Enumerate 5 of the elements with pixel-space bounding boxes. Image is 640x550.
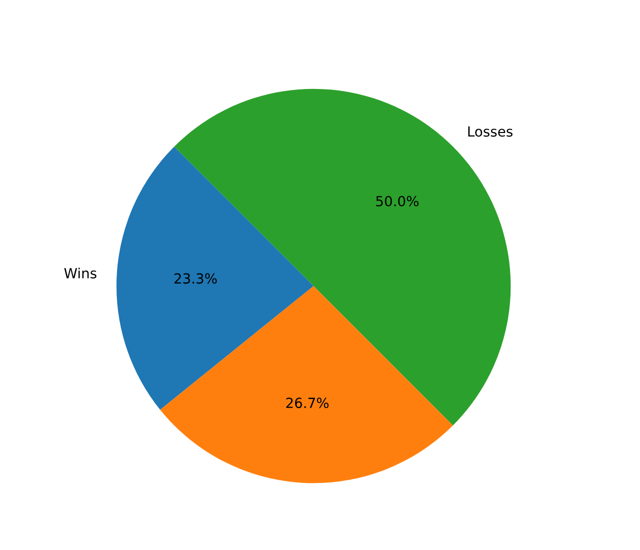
data-label: 50.0% bbox=[376, 196, 419, 206]
data-label: 23.3% bbox=[174, 273, 217, 284]
slice-label: Losses bbox=[468, 126, 512, 137]
slice-label: Wins bbox=[64, 268, 96, 278]
data-label: 26.7% bbox=[286, 398, 329, 408]
